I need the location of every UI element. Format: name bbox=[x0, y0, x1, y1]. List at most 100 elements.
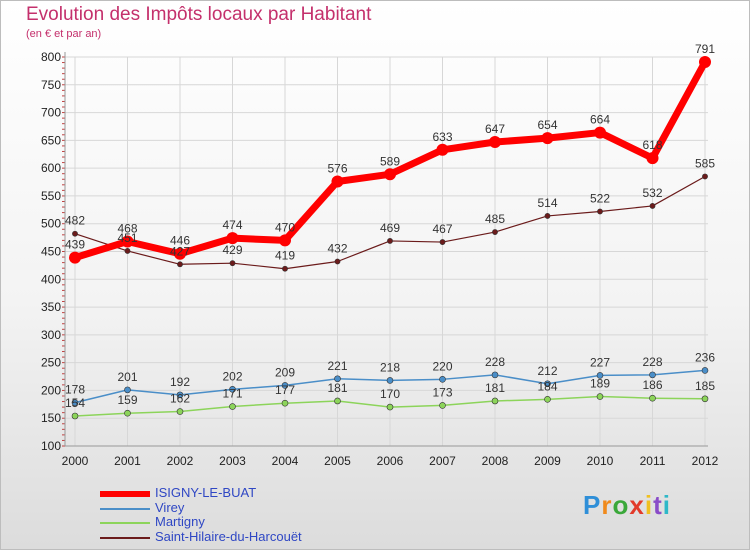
logo-letter: i bbox=[662, 490, 671, 520]
x-tick-label: 2006 bbox=[377, 454, 404, 468]
data-point-virey bbox=[334, 375, 341, 383]
data-label-martigny: 181 bbox=[327, 381, 347, 395]
data-label-saint-hilaire: 532 bbox=[642, 186, 662, 200]
data-point-virey bbox=[71, 399, 79, 406]
y-tick-label: 150 bbox=[41, 411, 61, 425]
data-label-martigny: 186 bbox=[642, 378, 662, 392]
data-point-martigny bbox=[649, 394, 656, 402]
y-tick-label: 600 bbox=[41, 161, 61, 175]
data-label-virey: 228 bbox=[485, 355, 505, 369]
data-point-martigny bbox=[386, 403, 394, 411]
y-tick-label: 750 bbox=[41, 78, 61, 92]
data-point-martigny bbox=[71, 412, 79, 420]
data-point-saint-hilaire bbox=[124, 248, 131, 254]
data-label-virey: 236 bbox=[695, 350, 715, 364]
data-label-martigny: 162 bbox=[170, 392, 190, 406]
data-point-isigny bbox=[226, 232, 239, 245]
y-tick-label: 250 bbox=[41, 356, 61, 370]
data-point-virey bbox=[701, 367, 709, 374]
data-label-virey: 221 bbox=[327, 359, 347, 373]
data-point-isigny bbox=[699, 56, 711, 69]
x-tick-label: 2001 bbox=[114, 454, 141, 468]
data-point-isigny bbox=[121, 235, 134, 248]
data-label-saint-hilaire: 432 bbox=[327, 242, 347, 256]
data-point-isigny bbox=[279, 234, 291, 247]
data-label-martigny: 177 bbox=[275, 383, 295, 397]
data-point-martigny bbox=[596, 393, 604, 400]
data-label-virey: 209 bbox=[275, 365, 295, 379]
data-label-isigny: 618 bbox=[642, 138, 662, 152]
data-point-saint-hilaire bbox=[544, 213, 551, 219]
data-point-isigny bbox=[489, 136, 501, 149]
x-tick-label: 2008 bbox=[482, 454, 509, 468]
x-tick-label: 2003 bbox=[219, 454, 246, 468]
data-label-martigny: 185 bbox=[695, 379, 715, 393]
legend-label-martigny: Martigny bbox=[155, 514, 205, 529]
legend-label-virey: Virey bbox=[155, 500, 185, 515]
data-point-virey bbox=[439, 376, 446, 383]
data-point-virey bbox=[649, 371, 656, 379]
data-label-isigny: 474 bbox=[222, 218, 242, 232]
x-tick-label: 2010 bbox=[587, 454, 614, 468]
data-point-isigny bbox=[384, 168, 396, 181]
data-label-martigny: 189 bbox=[590, 377, 610, 391]
legend-swatch-martigny bbox=[100, 522, 150, 524]
legend-item-virey[interactable]: Virey bbox=[100, 500, 400, 516]
data-label-virey: 228 bbox=[642, 355, 662, 369]
logo-letter: t bbox=[653, 490, 663, 520]
data-label-saint-hilaire: 427 bbox=[170, 244, 190, 258]
data-point-virey bbox=[596, 372, 604, 379]
y-tick-label: 550 bbox=[41, 189, 61, 203]
data-point-martigny bbox=[281, 399, 289, 407]
data-label-martigny: 159 bbox=[117, 393, 137, 407]
data-label-saint-hilaire: 514 bbox=[537, 196, 557, 210]
data-point-martigny bbox=[544, 396, 551, 403]
data-point-saint-hilaire bbox=[597, 208, 603, 215]
legend-item-isigny[interactable]: ISIGNY-LE-BUAT bbox=[100, 485, 400, 501]
data-label-isigny: 439 bbox=[65, 238, 85, 252]
legend-label-isigny: ISIGNY-LE-BUAT bbox=[155, 485, 257, 500]
chart-subtitle: (en € et par an) bbox=[26, 28, 102, 40]
legend-item-martigny[interactable]: Martigny bbox=[100, 514, 400, 530]
data-label-isigny: 633 bbox=[432, 130, 452, 144]
data-label-saint-hilaire: 419 bbox=[275, 249, 295, 263]
x-tick-label: 2011 bbox=[640, 454, 666, 468]
x-tick-label: 2007 bbox=[429, 454, 456, 468]
data-label-martigny: 181 bbox=[485, 381, 505, 395]
logo-letter: o bbox=[612, 490, 630, 520]
data-point-saint-hilaire bbox=[702, 173, 708, 180]
data-label-virey: 178 bbox=[65, 383, 85, 397]
data-point-isigny bbox=[594, 126, 606, 139]
data-label-saint-hilaire: 469 bbox=[380, 221, 400, 235]
logo-letter: x bbox=[629, 490, 645, 520]
x-tick-label: 2002 bbox=[167, 454, 194, 468]
data-label-virey: 220 bbox=[432, 359, 452, 373]
x-tick-label: 2000 bbox=[62, 454, 89, 468]
legend-item-saint-hilaire[interactable]: Saint-Hilaire-du-Harcouët bbox=[100, 529, 400, 545]
data-point-martigny bbox=[124, 409, 131, 417]
data-point-isigny bbox=[436, 143, 449, 156]
y-tick-label: 350 bbox=[41, 300, 61, 314]
data-label-virey: 192 bbox=[170, 375, 190, 389]
data-point-virey bbox=[176, 391, 184, 399]
y-tick-label: 800 bbox=[41, 50, 61, 64]
data-point-virey bbox=[544, 380, 551, 388]
proxiti-logo: Proxiti bbox=[583, 490, 671, 521]
data-label-virey: 202 bbox=[222, 369, 242, 383]
logo-letter: r bbox=[601, 490, 613, 520]
data-label-isigny: 647 bbox=[485, 122, 505, 136]
data-label-virey: 212 bbox=[537, 364, 557, 378]
data-point-virey bbox=[229, 386, 236, 393]
data-point-martigny bbox=[229, 403, 236, 410]
data-point-isigny bbox=[174, 247, 186, 260]
data-label-isigny: 446 bbox=[170, 234, 190, 248]
data-label-isigny: 468 bbox=[117, 221, 137, 235]
x-tick-label: 2005 bbox=[324, 454, 351, 468]
data-label-saint-hilaire: 522 bbox=[590, 191, 610, 205]
x-tick-label: 2009 bbox=[534, 454, 561, 468]
data-label-martigny: 154 bbox=[65, 396, 85, 410]
data-label-saint-hilaire: 485 bbox=[485, 212, 505, 226]
y-tick-label: 400 bbox=[41, 272, 61, 286]
data-label-saint-hilaire: 482 bbox=[65, 214, 85, 228]
